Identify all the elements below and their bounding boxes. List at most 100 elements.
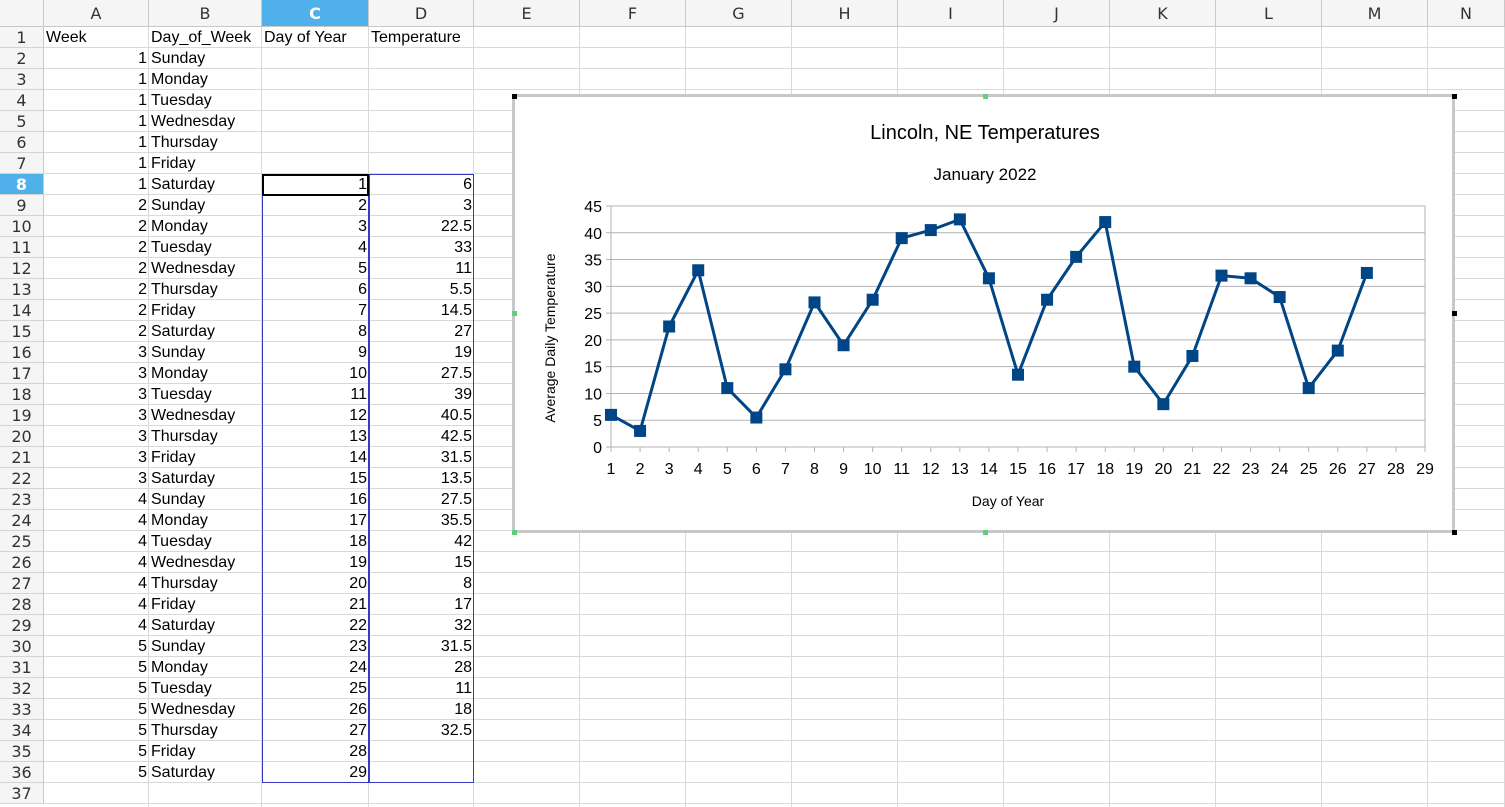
column-header-b[interactable]: B bbox=[149, 0, 262, 27]
cell-week[interactable]: 1 bbox=[138, 176, 147, 193]
cell-temperature[interactable]: 28 bbox=[454, 659, 472, 676]
row-header-34[interactable]: 34 bbox=[0, 720, 44, 741]
column-header-c[interactable]: C bbox=[262, 0, 369, 27]
row-header-22[interactable]: 22 bbox=[0, 468, 44, 489]
cell-temperature[interactable]: 13.5 bbox=[440, 470, 472, 487]
row-header-23[interactable]: 23 bbox=[0, 489, 44, 510]
cell-day-of-week[interactable]: Thursday bbox=[151, 428, 218, 445]
cell-day-of-week[interactable]: Friday bbox=[151, 155, 196, 172]
chart-resize-handle[interactable] bbox=[1452, 311, 1457, 316]
cell-temperature[interactable]: 42.5 bbox=[440, 428, 472, 445]
cell-day-of-year[interactable]: 24 bbox=[349, 659, 367, 676]
cell-temperature[interactable] bbox=[369, 153, 474, 174]
column-header-k[interactable]: K bbox=[1110, 0, 1216, 27]
row-header-9[interactable]: 9 bbox=[0, 195, 44, 216]
row-header-4[interactable]: 4 bbox=[0, 90, 44, 111]
row-header-31[interactable]: 31 bbox=[0, 657, 44, 678]
cell-temperature[interactable]: 27.5 bbox=[440, 365, 472, 382]
cell-day-of-year[interactable]: 4 bbox=[358, 239, 367, 256]
cell-week[interactable]: 3 bbox=[138, 365, 147, 382]
cell-week[interactable]: 5 bbox=[138, 764, 147, 781]
column-header-j[interactable]: J bbox=[1004, 0, 1110, 27]
cell-day-of-week[interactable]: Friday bbox=[151, 449, 196, 466]
cell-day-of-week[interactable]: Friday bbox=[151, 302, 196, 319]
row-header-7[interactable]: 7 bbox=[0, 153, 44, 174]
cell-week[interactable]: 1 bbox=[138, 134, 147, 151]
cell-day-of-year[interactable]: 7 bbox=[358, 302, 367, 319]
row-header-32[interactable]: 32 bbox=[0, 678, 44, 699]
cell-temperature[interactable]: 18 bbox=[454, 701, 472, 718]
cell-week[interactable]: 4 bbox=[138, 533, 147, 550]
row-header-26[interactable]: 26 bbox=[0, 552, 44, 573]
row-header-28[interactable]: 28 bbox=[0, 594, 44, 615]
chart-resize-handle[interactable] bbox=[512, 94, 517, 99]
header-cell-c[interactable]: Day of Year bbox=[264, 29, 347, 46]
cell-day-of-week[interactable]: Saturday bbox=[151, 764, 216, 781]
cell-day-of-year[interactable] bbox=[262, 69, 369, 90]
cell-day-of-week[interactable]: Monday bbox=[151, 365, 208, 382]
cell-day-of-year[interactable]: 25 bbox=[349, 680, 367, 697]
cell-day-of-year[interactable]: 2 bbox=[358, 197, 367, 214]
row-header-27[interactable]: 27 bbox=[0, 573, 44, 594]
column-header-d[interactable]: D bbox=[369, 0, 474, 27]
cell-day-of-week[interactable]: Friday bbox=[151, 743, 196, 760]
cell-temperature[interactable]: 32 bbox=[454, 617, 472, 634]
column-header-m[interactable]: M bbox=[1322, 0, 1428, 27]
cell-week[interactable]: 3 bbox=[138, 407, 147, 424]
column-header-f[interactable]: F bbox=[580, 0, 686, 27]
cell-day-of-week[interactable]: Monday bbox=[151, 218, 208, 235]
cell-week[interactable]: 4 bbox=[138, 596, 147, 613]
cell-day-of-year[interactable]: 3 bbox=[358, 218, 367, 235]
row-header-33[interactable]: 33 bbox=[0, 699, 44, 720]
row-header-3[interactable]: 3 bbox=[0, 69, 44, 90]
row-header-11[interactable]: 11 bbox=[0, 237, 44, 258]
chart-resize-handle[interactable] bbox=[983, 530, 988, 535]
cell-week[interactable]: 3 bbox=[138, 344, 147, 361]
cell-day-of-week[interactable]: Tuesday bbox=[151, 92, 212, 109]
cell-day-of-week[interactable]: Thursday bbox=[151, 575, 218, 592]
cell-day-of-week[interactable]: Monday bbox=[151, 71, 208, 88]
cell-day-of-week[interactable]: Thursday bbox=[151, 722, 218, 739]
cell-week[interactable]: 2 bbox=[138, 302, 147, 319]
cell-temperature[interactable]: 32.5 bbox=[440, 722, 472, 739]
chart-resize-handle[interactable] bbox=[512, 530, 517, 535]
cell-day-of-week[interactable]: Thursday bbox=[151, 281, 218, 298]
row-header-20[interactable]: 20 bbox=[0, 426, 44, 447]
cell-day-of-year[interactable]: 19 bbox=[349, 554, 367, 571]
cell-temperature[interactable]: 15 bbox=[454, 554, 472, 571]
cell-temperature[interactable]: 40.5 bbox=[440, 407, 472, 424]
column-header-l[interactable]: L bbox=[1216, 0, 1322, 27]
cell-day-of-year[interactable]: 12 bbox=[349, 407, 367, 424]
cell-day-of-week[interactable]: Saturday bbox=[151, 617, 216, 634]
row-header-24[interactable]: 24 bbox=[0, 510, 44, 531]
chart-resize-handle[interactable] bbox=[1452, 530, 1457, 535]
cell-week[interactable]: 4 bbox=[138, 491, 147, 508]
cell-day-of-year[interactable] bbox=[262, 153, 369, 174]
column-header-g[interactable]: G bbox=[686, 0, 792, 27]
cell-temperature[interactable] bbox=[369, 69, 474, 90]
header-cell-d[interactable]: Temperature bbox=[371, 29, 461, 46]
cell-day-of-week[interactable]: Sunday bbox=[151, 491, 206, 508]
cell-temperature[interactable]: 11 bbox=[455, 680, 472, 697]
cell-day-of-year[interactable]: 27 bbox=[349, 722, 367, 739]
column-header-a[interactable]: A bbox=[44, 0, 149, 27]
cell-day-of-year[interactable]: 26 bbox=[349, 701, 367, 718]
cell-week[interactable]: 5 bbox=[138, 638, 147, 655]
cell-day-of-week[interactable]: Monday bbox=[151, 659, 208, 676]
cell-day-of-week[interactable]: Tuesday bbox=[151, 533, 212, 550]
row-header-1[interactable]: 1 bbox=[0, 27, 44, 48]
cell-temperature[interactable]: 31.5 bbox=[440, 638, 472, 655]
cell-week[interactable]: 1 bbox=[138, 113, 147, 130]
cell-week[interactable]: 1 bbox=[138, 50, 147, 67]
chart-resize-handle[interactable] bbox=[1452, 94, 1457, 99]
cell-day-of-year[interactable]: 10 bbox=[349, 365, 367, 382]
header-cell-b[interactable]: Day_of_Week bbox=[151, 29, 252, 46]
select-all-corner[interactable] bbox=[0, 0, 44, 27]
row-header-37[interactable]: 37 bbox=[0, 783, 44, 804]
cell-temperature[interactable]: 19 bbox=[454, 344, 472, 361]
cell-day-of-week[interactable]: Saturday bbox=[151, 470, 216, 487]
row-header-14[interactable]: 14 bbox=[0, 300, 44, 321]
cell-day-of-week[interactable]: Wednesday bbox=[151, 113, 236, 130]
cell-day-of-week[interactable]: Thursday bbox=[151, 134, 218, 151]
cell-day-of-year[interactable]: 5 bbox=[358, 260, 367, 277]
